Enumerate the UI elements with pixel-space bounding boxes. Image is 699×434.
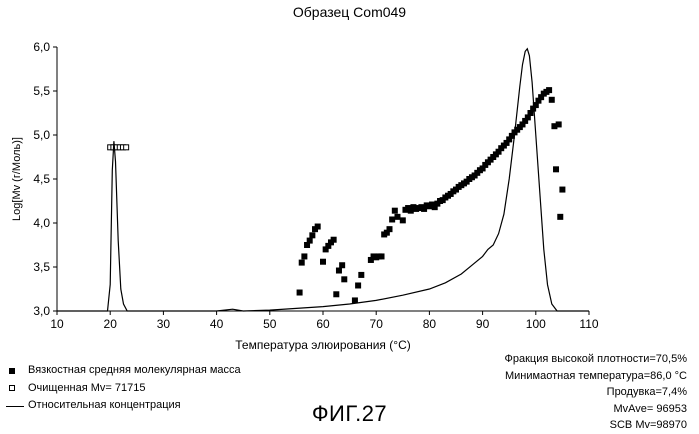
viscosity-mw-point [314,223,321,230]
viscosity-mw-point [506,136,513,143]
y-axis-title: Log[Mv (г/Моль)] [11,137,23,221]
legend-label: Очищенная Mv= 71715 [28,381,146,394]
y-tick-label: 3,0 [33,304,50,318]
viscosity-mw-point [508,132,515,139]
viscosity-mw-point [306,237,313,244]
viscosity-mw-point [503,139,510,146]
viscosity-mw-point [551,123,558,130]
x-tick-label: 30 [157,317,171,331]
viscosity-mw-point [524,114,531,121]
open-square-icon [6,382,28,394]
viscosity-mw-point [341,276,348,283]
concentration-line [57,47,589,312]
viscosity-mw-point [527,110,534,116]
y-tick-label: 4,5 [33,172,50,186]
y-tick-label: 4,0 [33,216,50,230]
viscosity-mw-point [495,148,502,155]
viscosity-mw-point [355,282,362,289]
viscosity-mw-point [383,229,390,236]
viscosity-mw-point [530,105,537,112]
chart-title: Образец Com049 [292,4,407,20]
x-tick-label: 60 [316,317,330,331]
viscosity-mw-point [296,289,303,296]
stat-high-density-fraction: Фракция высокой плотности=70,5% [504,353,687,365]
viscosity-mw-point [557,213,564,220]
viscosity-mw-point [309,232,316,239]
legend-item-purified-mv: Очищенная Mv= 71715 [6,380,241,398]
viscosity-mw-point [378,253,385,260]
viscosity-mw-point [322,246,329,253]
viscosity-mw-point [538,94,545,101]
x-tick-label: 10 [50,317,64,331]
x-tick-label: 90 [476,317,490,331]
x-tick-label: 50 [263,317,277,331]
viscosity-mw-point [333,291,340,298]
viscosity-mw-point [389,216,396,223]
viscosity-mw-point [421,205,428,212]
viscosity-mw-point [301,253,308,260]
viscosity-mw-point [394,213,401,220]
chart-axes: 10 20 30 40 50 60 70 80 90 100 110 3,0 3,5 4,0 4,5 5,0 5… [11,40,599,352]
line-icon [6,400,28,412]
viscosity-mw-point [339,262,346,269]
viscosity-mw-point [391,207,398,214]
stat-purge: Продувка=7,4% [606,386,687,399]
x-tick-label: 40 [210,317,224,331]
viscosity-mw-point [522,117,529,124]
viscosity-mw-point [546,87,553,94]
viscosity-mw-point [320,258,326,265]
viscosity-mw-point [555,121,562,128]
x-axis-title: Температура элюирования (°С) [235,338,410,352]
viscosity-mw-point [335,267,342,274]
stat-min-temperature: Минимаотная температура=86,0 °С [505,369,687,382]
viscosity-mw-point [358,271,365,278]
y-tick-label: 3,5 [33,260,50,274]
stat-scb-mv: SCB Mv=98970 [609,419,687,432]
viscosity-mw-point [548,96,555,103]
viscosity-mw-point [304,242,311,248]
legend-item-viscosity-mw: Вязкостная средняя молекулярная масса [6,362,241,380]
viscosity-mw-point [431,204,438,211]
y-tick-label: 5,5 [33,84,50,98]
viscosity-mw-point [330,236,337,243]
purified-mv-point [123,144,130,151]
legend-item-relative-concentration: Относительная концентрация [6,397,241,415]
stats-block: Фракция высокой плотности=70,5% Минимаот… [504,351,687,434]
y-tick-label: 6,0 [33,40,50,54]
viscosity-mw-point [532,102,539,109]
viscosity-mw-point [519,121,526,128]
viscosity-mw-point [367,256,374,263]
viscosity-mw-point [559,186,566,193]
y-tick-label: 5,0 [33,128,50,142]
filled-square-icon [6,365,28,377]
viscosity-mw-point [325,242,332,249]
viscosity-mw-point [386,226,393,233]
viscosity-mw-point [298,259,305,266]
figure-label: ФИГ.27 [311,401,388,426]
viscosity-mw-point [535,97,542,104]
viscosity-mw-point [479,165,486,172]
legend: Вязкостная средняя молекулярная масса Оч… [6,362,241,415]
legend-label: Вязкостная средняя молекулярная масса [28,364,241,376]
x-tick-label: 100 [526,317,546,331]
chart-marks [57,47,589,312]
stat-mv-ave: MvAve= 96953 [613,402,688,415]
x-tick-label: 80 [423,317,437,331]
viscosity-mw-point [407,207,414,214]
x-tick-label: 110 [579,317,598,331]
viscosity-mw-point [399,217,406,224]
x-tick-label: 70 [370,317,384,331]
viscosity-mw-point [553,166,560,173]
viscosity-mw-point [351,297,358,304]
legend-label: Относительная концентрация [28,399,181,411]
x-tick-label: 20 [104,317,118,331]
